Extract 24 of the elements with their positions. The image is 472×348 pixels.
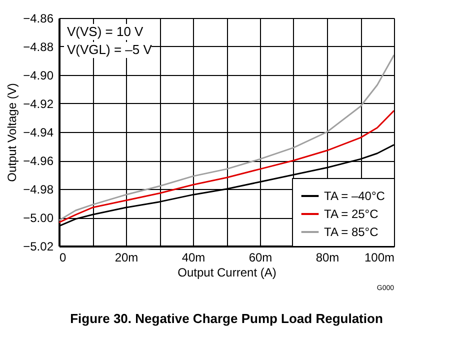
legend-label: TA = –40°C bbox=[324, 189, 386, 203]
y-tick-label: −4.86 bbox=[23, 12, 54, 26]
x-tick-label: 20m bbox=[114, 250, 138, 264]
x-tick-label: 0 bbox=[60, 250, 66, 264]
x-tick-label: 100m bbox=[364, 250, 394, 264]
x-tick-label: 80m bbox=[316, 250, 340, 264]
y-tick-label: −4.92 bbox=[23, 97, 54, 111]
text: Figure 30. Negative Charge Pump Load Regulation bbox=[70, 311, 383, 326]
y-tick-label: −4.96 bbox=[23, 154, 54, 168]
y-tick-label: −4.94 bbox=[23, 126, 54, 140]
y-tick-label: −4.90 bbox=[23, 68, 54, 82]
legend-label: TA = 85°C bbox=[324, 225, 379, 239]
y-tick-label: −4.88 bbox=[23, 40, 54, 54]
x-tick-label: 60m bbox=[248, 250, 272, 264]
y-tick-label: −5.00 bbox=[23, 211, 54, 225]
annotation: V(VS) = 10 V bbox=[67, 24, 144, 39]
y-tick-label: −4.98 bbox=[23, 182, 54, 196]
y-tick-label: −5.02 bbox=[23, 240, 54, 254]
x-axis-title: Output Current (A) bbox=[178, 266, 276, 280]
annotation: V(VGL) = –5 V bbox=[67, 42, 152, 57]
x-tick-label: 40m bbox=[182, 250, 206, 264]
legend-label: TA = 25°C bbox=[324, 207, 379, 221]
line-series bbox=[59, 110, 394, 224]
y-axis-title: Output Voltage (V) bbox=[5, 83, 20, 182]
